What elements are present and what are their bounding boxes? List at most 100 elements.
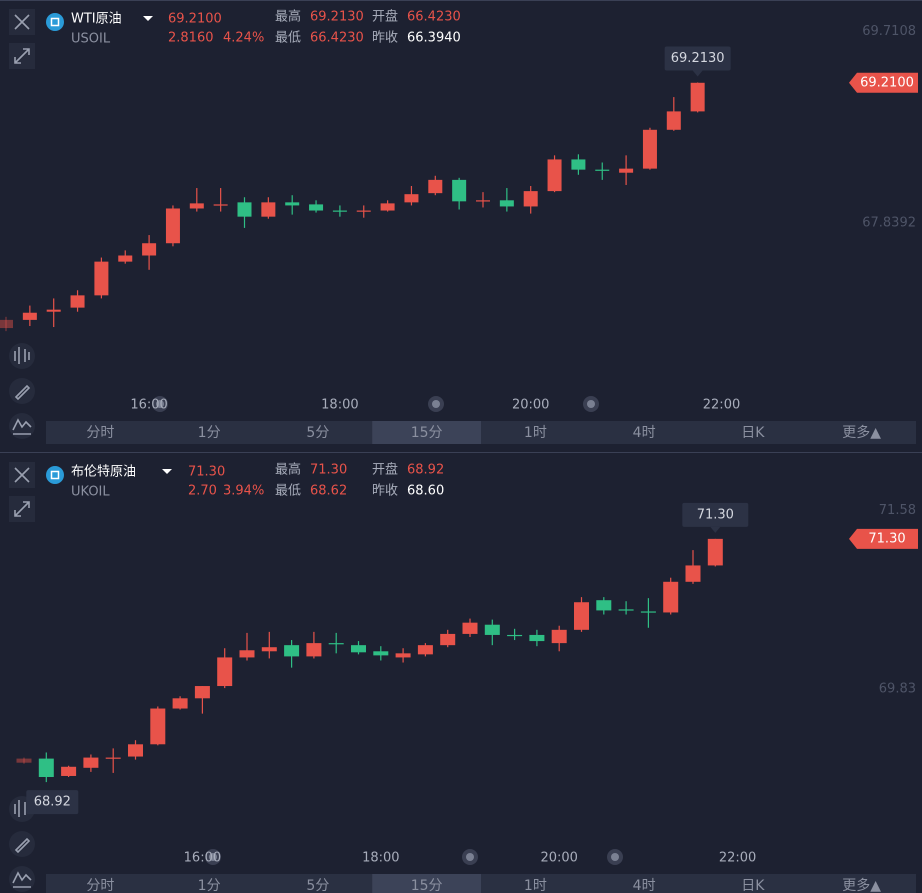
- symbol-icon-mark: [50, 470, 60, 480]
- candle-body: [94, 261, 109, 296]
- candle-body: [150, 708, 166, 745]
- line-button[interactable]: [9, 866, 35, 892]
- candle-body: [452, 179, 467, 202]
- candle-body: [462, 622, 478, 634]
- x-tick-label: 18:00: [362, 851, 399, 866]
- time-markers: [152, 396, 599, 412]
- line-button[interactable]: [9, 413, 35, 439]
- close-button[interactable]: [9, 9, 35, 35]
- candle-body: [380, 203, 395, 211]
- x-tick-label: 16:00: [184, 851, 221, 866]
- candle-body: [507, 634, 523, 637]
- candle-body: [217, 657, 233, 687]
- tab[interactable]: 日K: [741, 425, 765, 441]
- price: 69.2100: [168, 12, 222, 27]
- candle-body: [428, 179, 443, 194]
- candle-body: [596, 600, 612, 611]
- candle-body: [38, 758, 54, 777]
- candle-body: [551, 629, 567, 644]
- candle-body: [213, 204, 228, 206]
- panel: 布伦特原油 UKOIL 71.30 2.70 3.94% 最高 71.30 开盘 68…: [9, 462, 918, 893]
- time-markers: [205, 849, 623, 865]
- dropdown-caret[interactable]: [143, 16, 153, 21]
- tab[interactable]: 1分: [198, 878, 221, 893]
- symbol-name[interactable]: 布伦特原油: [71, 465, 136, 480]
- tab-active-bg: [372, 874, 481, 893]
- candle-body: [142, 243, 157, 256]
- tab[interactable]: 4时: [633, 425, 656, 441]
- candle-body: [328, 643, 344, 645]
- tab[interactable]: 分时: [86, 425, 114, 441]
- high-tag: 71.30: [697, 507, 734, 522]
- stat-value: 66.4230: [407, 10, 461, 25]
- stat-label: 最高: [275, 462, 301, 478]
- change: 2.8160: [168, 31, 214, 46]
- tab[interactable]: 1分: [198, 425, 221, 441]
- high-tag-pointer: [710, 526, 721, 533]
- symbol-name[interactable]: WTI原油: [71, 12, 122, 27]
- y-tick-label: 67.8392: [862, 215, 916, 230]
- tab[interactable]: 5分: [306, 425, 329, 441]
- change: 2.70: [188, 484, 217, 499]
- candle-body: [574, 602, 589, 630]
- candle-body: [373, 651, 389, 656]
- candle-body: [351, 645, 366, 653]
- tab[interactable]: 更多▲: [842, 424, 881, 441]
- close-button[interactable]: [9, 462, 35, 488]
- tab[interactable]: 1时: [524, 425, 547, 441]
- candle-body: [46, 309, 61, 312]
- candle-body: [395, 653, 411, 658]
- candle-body: [619, 168, 634, 173]
- candle-body: [284, 645, 300, 657]
- tab[interactable]: 更多▲: [842, 877, 881, 893]
- y-tick-label: 71.58: [879, 503, 916, 518]
- y-tick-label: 69.7108: [862, 24, 916, 39]
- candle-body: [261, 202, 276, 217]
- candle-body: [404, 194, 419, 203]
- tab[interactable]: 15分: [411, 878, 443, 893]
- tab[interactable]: 4时: [633, 878, 656, 893]
- candle-body: [16, 758, 32, 763]
- tab[interactable]: 15分: [411, 425, 443, 441]
- high-tag: 69.2130: [671, 51, 725, 66]
- symbol-code: UKOIL: [71, 485, 110, 500]
- expand-button[interactable]: [9, 496, 35, 522]
- indicator-button[interactable]: [9, 343, 35, 369]
- stat-value: 69.2130: [310, 10, 364, 25]
- candle-body: [484, 624, 500, 635]
- stat-value: 66.3940: [407, 31, 461, 46]
- candle-body: [523, 191, 538, 207]
- tab[interactable]: 分时: [86, 878, 114, 893]
- stat-value: 68.92: [407, 463, 444, 478]
- dropdown-caret[interactable]: [162, 469, 172, 474]
- symbol-code: USOIL: [71, 32, 111, 47]
- candle-body: [237, 202, 252, 217]
- stat-label: 最高: [275, 9, 301, 25]
- stat-label: 昨收: [372, 31, 398, 46]
- x-tick-label: 22:00: [719, 851, 756, 866]
- candle-body: [118, 255, 133, 262]
- price: 71.30: [188, 465, 225, 480]
- candle-body: [499, 200, 514, 207]
- candle-body: [618, 609, 634, 611]
- expand-button[interactable]: [9, 43, 35, 69]
- tab[interactable]: 1时: [524, 878, 547, 893]
- candle-body: [61, 766, 77, 776]
- draw-button[interactable]: [9, 378, 35, 404]
- high-tag-pointer: [692, 70, 703, 77]
- candle-body: [690, 82, 705, 112]
- candle-body: [640, 611, 656, 613]
- tab[interactable]: 5分: [306, 878, 329, 893]
- symbol-icon-mark: [50, 17, 60, 27]
- price-tag: 71.30: [868, 531, 905, 546]
- draw-button[interactable]: [9, 831, 35, 857]
- candle-body: [529, 634, 545, 642]
- candle-body: [547, 159, 562, 192]
- candle-body: [261, 647, 277, 652]
- tab[interactable]: 日K: [741, 878, 765, 893]
- candle-body: [685, 565, 701, 582]
- candle-body: [194, 686, 210, 699]
- candle-body: [172, 698, 188, 709]
